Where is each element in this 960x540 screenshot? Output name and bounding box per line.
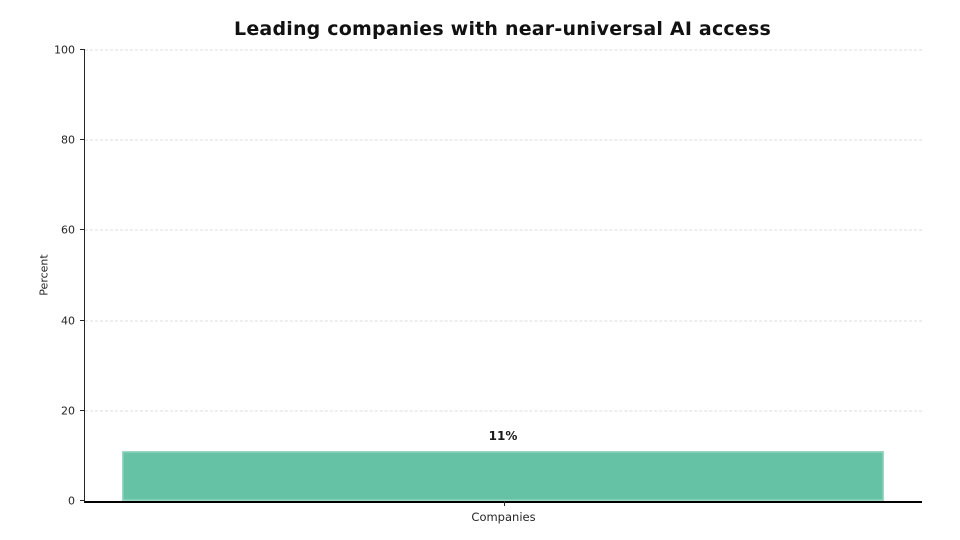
y-tick-label: 80	[61, 133, 75, 147]
gridline	[85, 320, 922, 322]
y-tick-mark	[80, 49, 85, 50]
x-tick-label-companies: Companies	[471, 510, 536, 524]
y-tick-label: 40	[61, 314, 75, 328]
y-tick-mark	[80, 229, 85, 231]
plot-area: 11% Companies 0 20 40 60 80 100	[54, 45, 922, 524]
gridline	[85, 229, 922, 231]
y-tick-mark	[80, 319, 85, 321]
x-tick-mark	[503, 501, 505, 506]
y-tick-mark	[80, 409, 85, 411]
bar-companies	[122, 451, 884, 501]
y-tick-mark	[80, 500, 85, 501]
y-tick-label: 20	[61, 404, 75, 418]
y-tick-label: 60	[61, 223, 75, 237]
y-tick-label: 100	[54, 43, 75, 57]
bar-value-label: 11%	[488, 429, 518, 444]
y-tick-label: 0	[68, 494, 75, 508]
gridline	[85, 49, 922, 51]
gridline	[85, 139, 922, 141]
chart-title: Leading companies with near-universal AI…	[234, 18, 771, 40]
y-tick-mark	[80, 139, 85, 141]
gridline	[85, 410, 922, 412]
y-axis-label: Percent	[37, 254, 51, 296]
